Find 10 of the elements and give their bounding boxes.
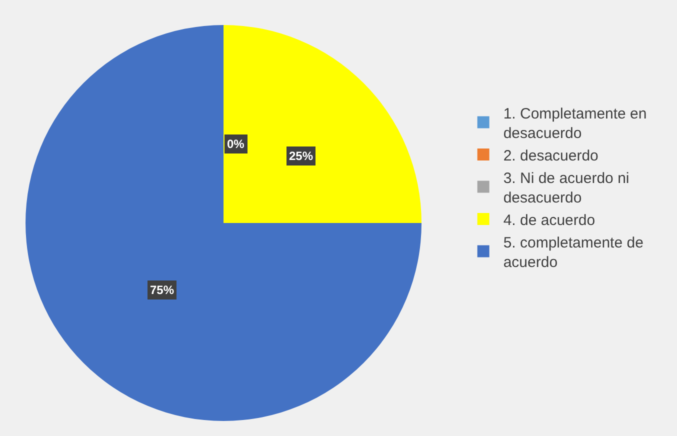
legend-label: 1. Completamente en desacuerdo xyxy=(503,105,647,142)
legend-label: 2. desacuerdo xyxy=(503,147,598,164)
legend-label: 5. completamente de acuerdo xyxy=(503,234,644,271)
data-label: 75% xyxy=(150,283,174,297)
pie-slice xyxy=(224,25,422,223)
legend-label: 4. de acuerdo xyxy=(503,212,596,229)
data-label: 25% xyxy=(289,149,314,163)
pie-slice xyxy=(26,25,422,421)
text: 0% xyxy=(227,137,244,151)
legend-label: 3. Ni de acuerdo ni desacuerdo xyxy=(503,170,630,206)
